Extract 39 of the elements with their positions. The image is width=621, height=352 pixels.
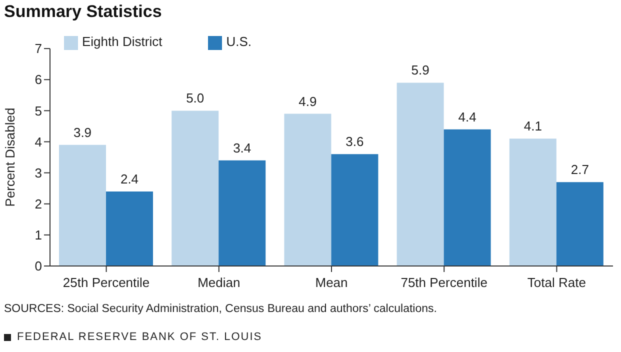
y-tick-label: 2 <box>34 196 42 212</box>
y-tick-label: 1 <box>34 228 42 243</box>
data-label: 3.9 <box>73 124 92 140</box>
bar <box>396 82 444 266</box>
data-label: 4.4 <box>458 109 476 124</box>
bar <box>444 129 491 266</box>
data-label: 4.1 <box>524 118 542 134</box>
data-label: 2.7 <box>570 162 589 178</box>
bar <box>556 182 604 266</box>
x-tick-label: 75th Percentile <box>400 275 488 290</box>
x-tick-label: Total Rate <box>527 275 586 290</box>
data-label: 3.6 <box>346 134 364 150</box>
text: FEDERAL RESERVE BANK OF ST. LOUIS <box>17 331 262 343</box>
x-tick-label: Mean <box>315 275 348 290</box>
legend-label: U.S. <box>226 34 252 49</box>
source-note: SOURCES: Social Security Administration, Census Bureau and authors’ calculations. <box>4 303 437 315</box>
y-tick-label: 7 <box>34 41 42 56</box>
data-label: 2.4 <box>120 171 139 186</box>
x-tick-label: Median <box>198 275 240 290</box>
bar <box>331 154 378 266</box>
y-tick-label: 6 <box>34 72 42 88</box>
y-tick-label: 4 <box>34 134 42 150</box>
data-label: 4.9 <box>298 94 317 109</box>
bar <box>172 110 219 266</box>
chart-title: Summary Statistics <box>4 2 162 22</box>
data-label: 5.9 <box>411 62 430 78</box>
bar <box>284 114 332 266</box>
y-tick-label: 0 <box>34 258 42 274</box>
bar <box>509 138 556 266</box>
data-label: 5.0 <box>186 90 204 106</box>
x-tick-label: 25th Percentile <box>62 275 150 290</box>
bar <box>218 160 266 266</box>
y-tick-label: 5 <box>34 103 42 118</box>
legend-label: Eighth District <box>82 34 162 49</box>
bar <box>59 144 106 266</box>
bar <box>106 191 154 266</box>
y-tick-label: 3 <box>34 165 42 180</box>
data-label: 3.4 <box>233 140 252 156</box>
y-axis-title: Percent Disabled <box>2 108 18 207</box>
